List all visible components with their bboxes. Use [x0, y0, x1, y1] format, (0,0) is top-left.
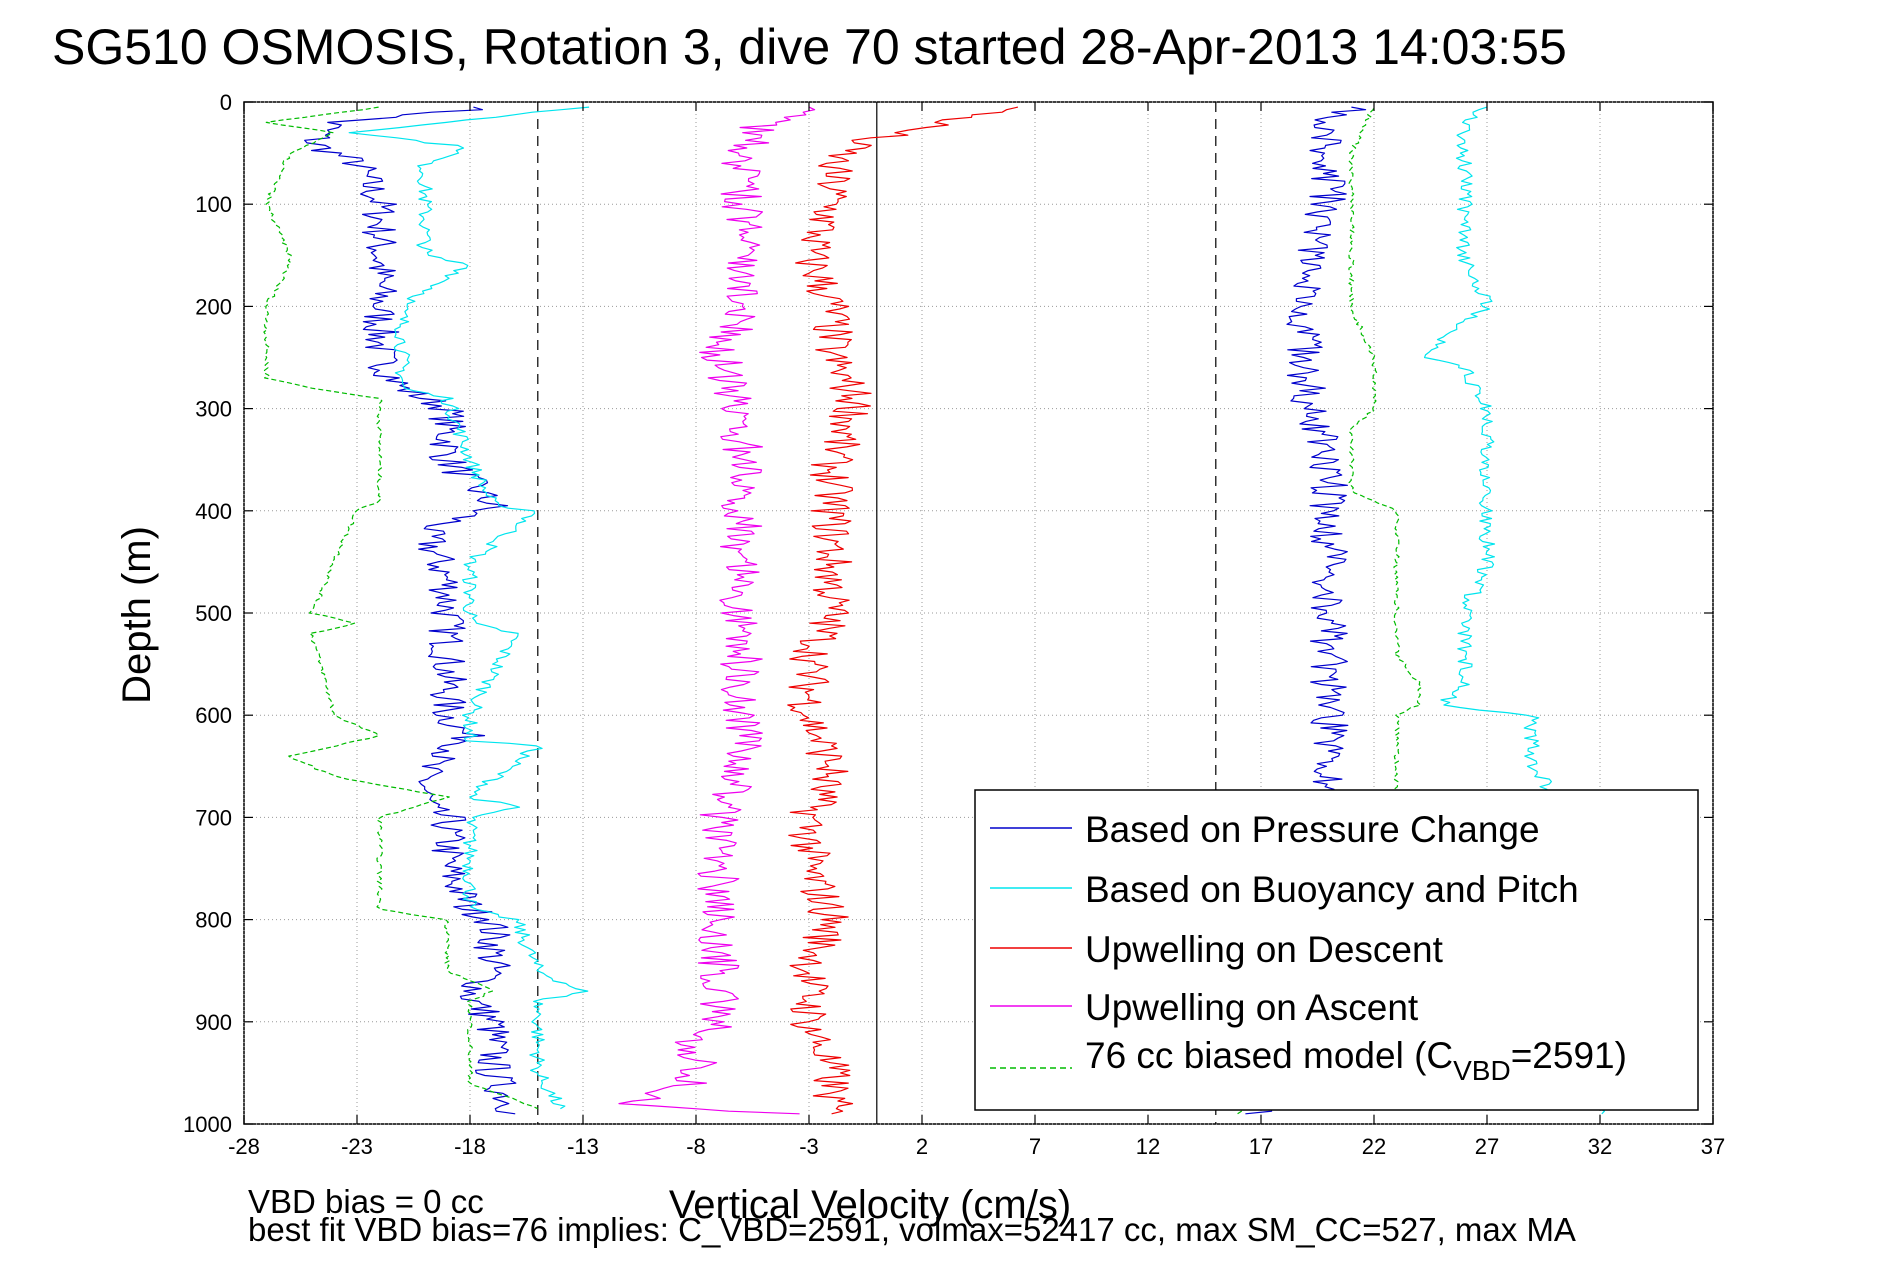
- x-tick-label: -28: [228, 1134, 260, 1159]
- legend: Based on Pressure Change Based on Buoyan…: [974, 789, 1699, 1111]
- legend-label-upwelling-ascent: Upwelling on Ascent: [1085, 987, 1419, 1028]
- x-tick-label: 37: [1701, 1134, 1725, 1159]
- legend-label-buoyancy: Based on Buoyancy and Pitch: [1085, 869, 1579, 910]
- y-tick-label: 300: [195, 397, 232, 422]
- x-tick-label: -18: [454, 1134, 486, 1159]
- x-tick-label: 22: [1362, 1134, 1386, 1159]
- x-tick-label: -8: [686, 1134, 706, 1159]
- series-lines: [263, 106, 1606, 1115]
- y-tick-label: 500: [195, 601, 232, 626]
- x-axis-label: Vertical Velocity (cm/s): [669, 1183, 1071, 1227]
- legend-label-biased-model: 76 cc biased model (CVBD=2591): [1085, 1035, 1627, 1086]
- legend-label-upwelling-descent: Upwelling on Descent: [1085, 929, 1444, 970]
- footer-vbd-bias: VBD bias = 0 cc: [248, 1183, 484, 1220]
- y-tick-label: 800: [195, 908, 232, 933]
- y-tick-label: 600: [195, 703, 232, 728]
- x-tick-label: -13: [567, 1134, 599, 1159]
- y-tick-label: 400: [195, 499, 232, 524]
- x-tick-label: -23: [341, 1134, 373, 1159]
- legend-label-pressure: Based on Pressure Change: [1085, 809, 1540, 850]
- x-tick-label: 2: [916, 1134, 928, 1159]
- series-biased-model-ascent: [1237, 106, 1423, 1115]
- legend-box: [974, 789, 1699, 1111]
- series-biased-model-descent: [263, 106, 539, 1110]
- y-tick-label: 100: [195, 192, 232, 217]
- y-tick-label: 700: [195, 805, 232, 830]
- x-tick-label: 27: [1475, 1134, 1499, 1159]
- series-buoyancy-pitch-descent: [348, 106, 590, 1110]
- x-tick-label: 7: [1029, 1134, 1041, 1159]
- footer-best-fit: best fit VBD bias=76 implies: C_VBD=2591…: [248, 1211, 1576, 1248]
- y-tick-label: 900: [195, 1010, 232, 1035]
- x-tick-label: 17: [1249, 1134, 1273, 1159]
- series-upwelling-descent-descent: [787, 106, 1019, 1115]
- y-tick-label: 200: [195, 294, 232, 319]
- x-tick-label: 32: [1588, 1134, 1612, 1159]
- y-tick-label: 0: [220, 90, 232, 115]
- y-tick-label: 1000: [183, 1112, 232, 1137]
- y-axis-label: Depth (m): [115, 526, 159, 704]
- chart-title: SG510 OSMOSIS, Rotation 3, dive 70 start…: [52, 19, 1567, 75]
- x-tick-label: 12: [1136, 1134, 1160, 1159]
- series-pressure-change-descent: [304, 106, 517, 1115]
- x-tick-label: -3: [799, 1134, 819, 1159]
- axis-ticks: -28 -23 -18 -13 -8 -3 2 7 12 17 22 27 32 370100200300…: [183, 90, 1725, 1159]
- series-upwelling-ascent-ascent: [618, 106, 816, 1115]
